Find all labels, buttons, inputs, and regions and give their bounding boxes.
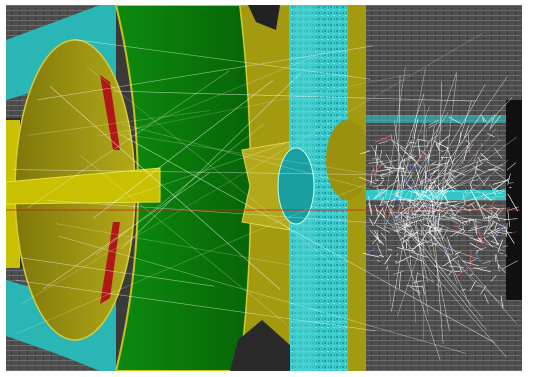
magnet-lower-red [100,222,120,304]
magnet-upper-red [100,75,120,150]
hadronic-shower-icon [358,66,519,360]
support-block-bottom [230,320,290,371]
calorimeter-cyan-band [366,190,522,200]
support-block-top [248,5,280,30]
particle-tracks-icon [12,31,495,354]
forward-cone [241,141,291,231]
central-aperture-1 [277,147,315,225]
central-aperture-2 [326,120,370,200]
right-dark-edge [506,100,522,300]
